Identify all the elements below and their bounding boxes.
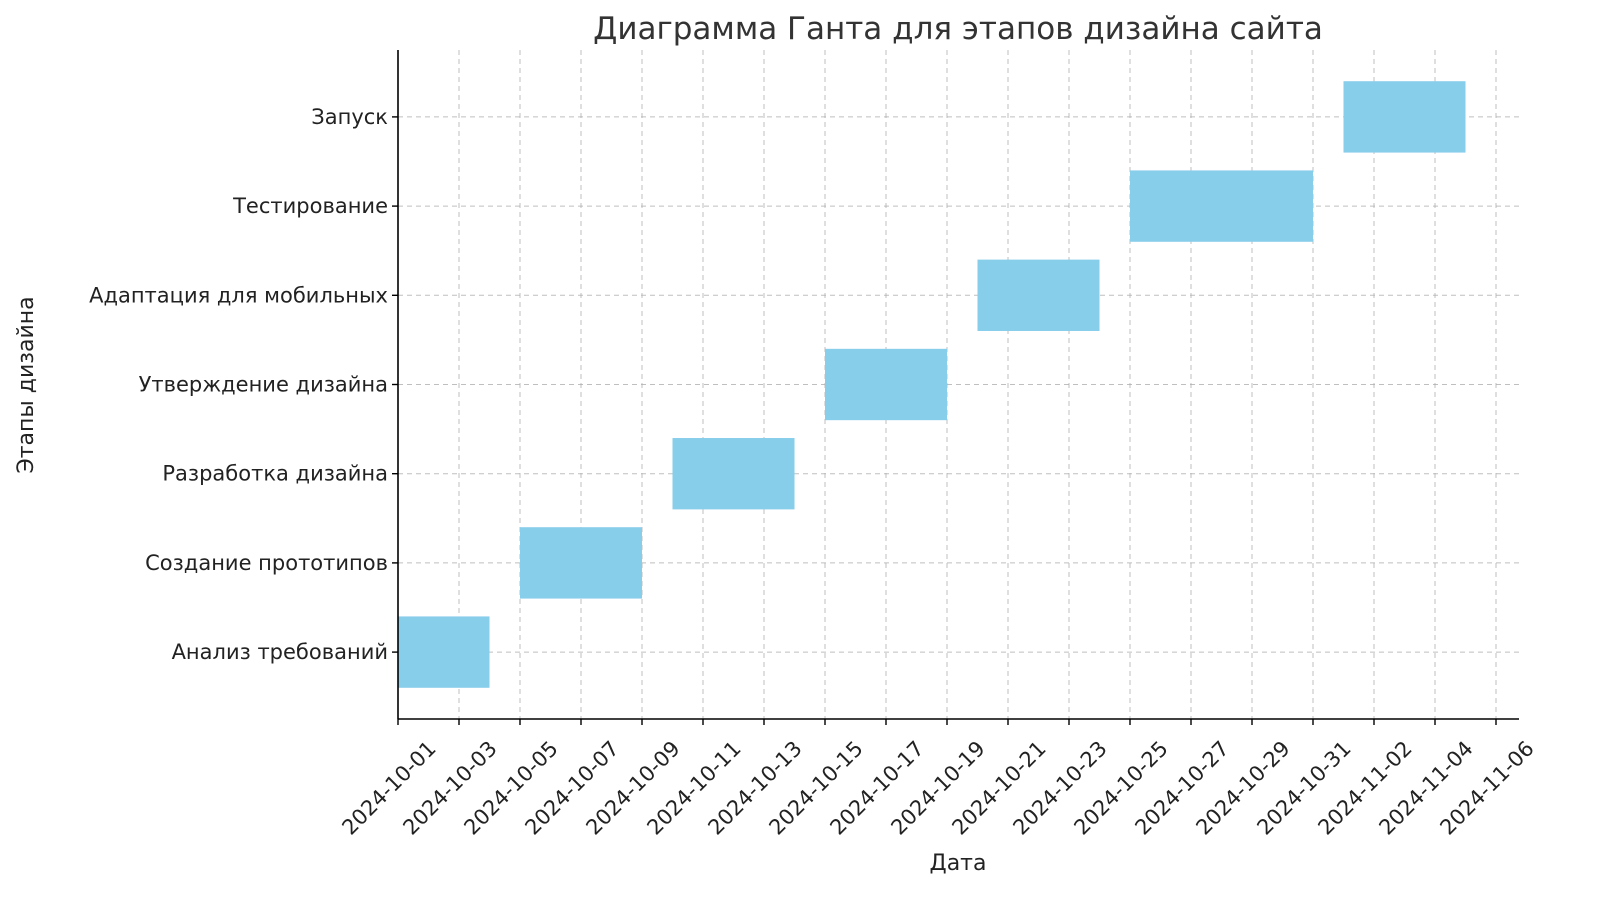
gantt-bar xyxy=(520,527,642,599)
chart-title: Диаграмма Ганта для этапов дизайна сайта xyxy=(593,11,1323,47)
y-tick-label: Анализ требований xyxy=(172,640,388,664)
gantt-bar xyxy=(977,259,1100,331)
y-tick-label: Тестирование xyxy=(232,194,388,218)
gantt-bar xyxy=(398,616,490,688)
gantt-bar xyxy=(672,438,795,510)
bars xyxy=(398,81,1466,688)
y-tick-label: Запуск xyxy=(311,105,388,129)
gantt-bar xyxy=(1130,170,1313,242)
y-axis-label: Этапы дизайна xyxy=(14,296,39,473)
gantt-bar xyxy=(1343,81,1466,153)
ticks: 2024-10-012024-10-032024-10-052024-10-07… xyxy=(89,105,1539,840)
y-tick-label: Создание прототипов xyxy=(145,551,388,575)
y-tick-label: Утверждение дизайна xyxy=(139,373,388,397)
gantt-bar xyxy=(825,348,947,421)
y-tick-label: Разработка дизайна xyxy=(162,462,388,486)
x-axis-label: Дата xyxy=(930,851,987,876)
y-tick-label: Адаптация для мобильных xyxy=(89,283,388,307)
